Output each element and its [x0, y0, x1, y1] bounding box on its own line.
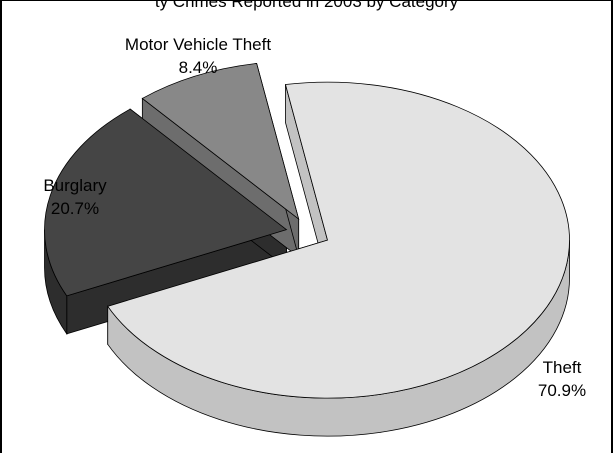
slice-label-motor-vehicle-theft: Motor Vehicle Theft	[125, 35, 271, 54]
pie-tops	[44, 63, 570, 399]
slice-percent-burglary: 20.7%	[51, 199, 99, 218]
slice-burglary	[44, 108, 288, 297]
chart-title-partial: ty Crimes Reported in 2003 by Category	[154, 0, 459, 11]
slice-theft	[107, 81, 570, 399]
slice-motor-vehicle-theft	[141, 63, 300, 221]
slice-percent-motor-vehicle-theft: 8.4%	[179, 58, 218, 77]
slice-percent-theft: 70.9%	[538, 381, 586, 400]
slice-label-theft: Theft	[543, 358, 582, 377]
slice-label-burglary: Burglary	[43, 176, 107, 195]
pie-labels: Theft 70.9% Burglary 20.7% Motor Vehicle The…	[43, 35, 586, 400]
